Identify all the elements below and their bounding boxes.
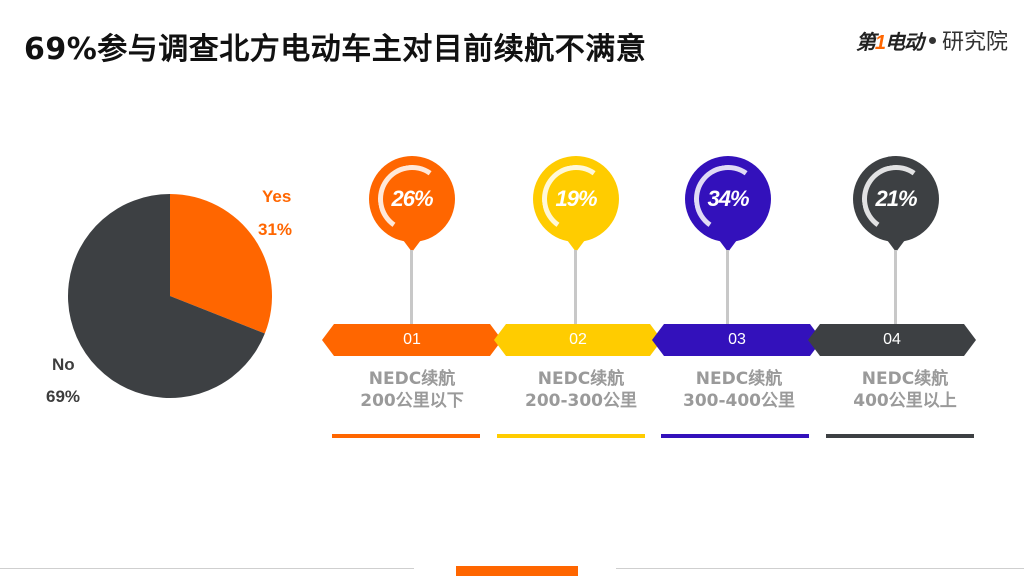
logo-mark: 第1电动 — [855, 31, 924, 54]
step-number: 01 — [403, 331, 421, 348]
step-underline-03 — [661, 434, 809, 438]
logo-separator-dot — [928, 36, 936, 44]
pie-slice-no — [68, 194, 265, 398]
balloon-tip — [403, 240, 421, 252]
pie-chart — [68, 194, 272, 398]
footer-divider-left — [0, 568, 414, 569]
footer-divider-right — [616, 568, 1024, 569]
balloon-percent: 19% — [555, 186, 597, 211]
balloon-tip — [567, 240, 585, 252]
caption-line1: NEDC续航 — [537, 369, 625, 389]
step-underline-01 — [332, 434, 480, 438]
balloon-tip — [719, 240, 737, 252]
pie-value-yes: 31% — [258, 220, 293, 239]
pie-slice-yes — [170, 194, 272, 334]
step-underline-04 — [826, 434, 974, 438]
step-band-02: 02 — [494, 324, 662, 356]
step-band-01: 01 — [322, 324, 502, 356]
caption-line2: 300-400公里 — [682, 391, 796, 411]
caption-line2: 400公里以上 — [853, 391, 957, 411]
page-title: 69%参与调查北方电动车主对目前续航不满意 — [24, 32, 647, 67]
balloon-01: 26% — [369, 156, 455, 242]
step-number: 02 — [569, 331, 587, 348]
step-caption-01: NEDC续航 200公里以下 — [327, 368, 497, 412]
pie-value-no: 69% — [46, 387, 81, 406]
balloon-percent: 21% — [875, 186, 917, 211]
step-caption-03: NEDC续航 300-400公里 — [654, 368, 824, 412]
caption-line2: 200-300公里 — [524, 391, 638, 411]
balloon-string — [726, 250, 729, 340]
balloon-02: 19% — [533, 156, 619, 242]
step-band-03: 03 — [652, 324, 822, 356]
caption-line1: NEDC续航 — [861, 369, 949, 389]
step-caption-02: NEDC续航 200-300公里 — [496, 368, 666, 412]
balloon-03: 34% — [685, 156, 771, 242]
caption-line2: 200公里以下 — [360, 391, 464, 411]
balloon-04: 21% — [853, 156, 939, 242]
step-band-04: 04 — [808, 324, 976, 356]
footer-accent-bar — [456, 566, 578, 576]
balloon-percent: 34% — [707, 186, 749, 211]
caption-line1: NEDC续航 — [368, 369, 456, 389]
step-caption-04: NEDC续航 400公里以上 — [820, 368, 990, 412]
balloon-string — [574, 250, 577, 340]
balloon-string — [894, 250, 897, 340]
step-number: 04 — [883, 331, 901, 348]
balloon-string — [410, 250, 413, 340]
caption-line1: NEDC续航 — [695, 369, 783, 389]
balloon-percent: 26% — [391, 186, 433, 211]
pie-label-yes: Yes — [262, 187, 292, 206]
step-underline-02 — [497, 434, 645, 438]
step-number: 03 — [728, 331, 746, 348]
brand-logo: 第1电动 研究院 — [856, 24, 1008, 56]
logo-text: 研究院 — [941, 29, 1008, 54]
pie-label-no: No — [52, 355, 75, 374]
balloon-tip — [887, 240, 905, 252]
